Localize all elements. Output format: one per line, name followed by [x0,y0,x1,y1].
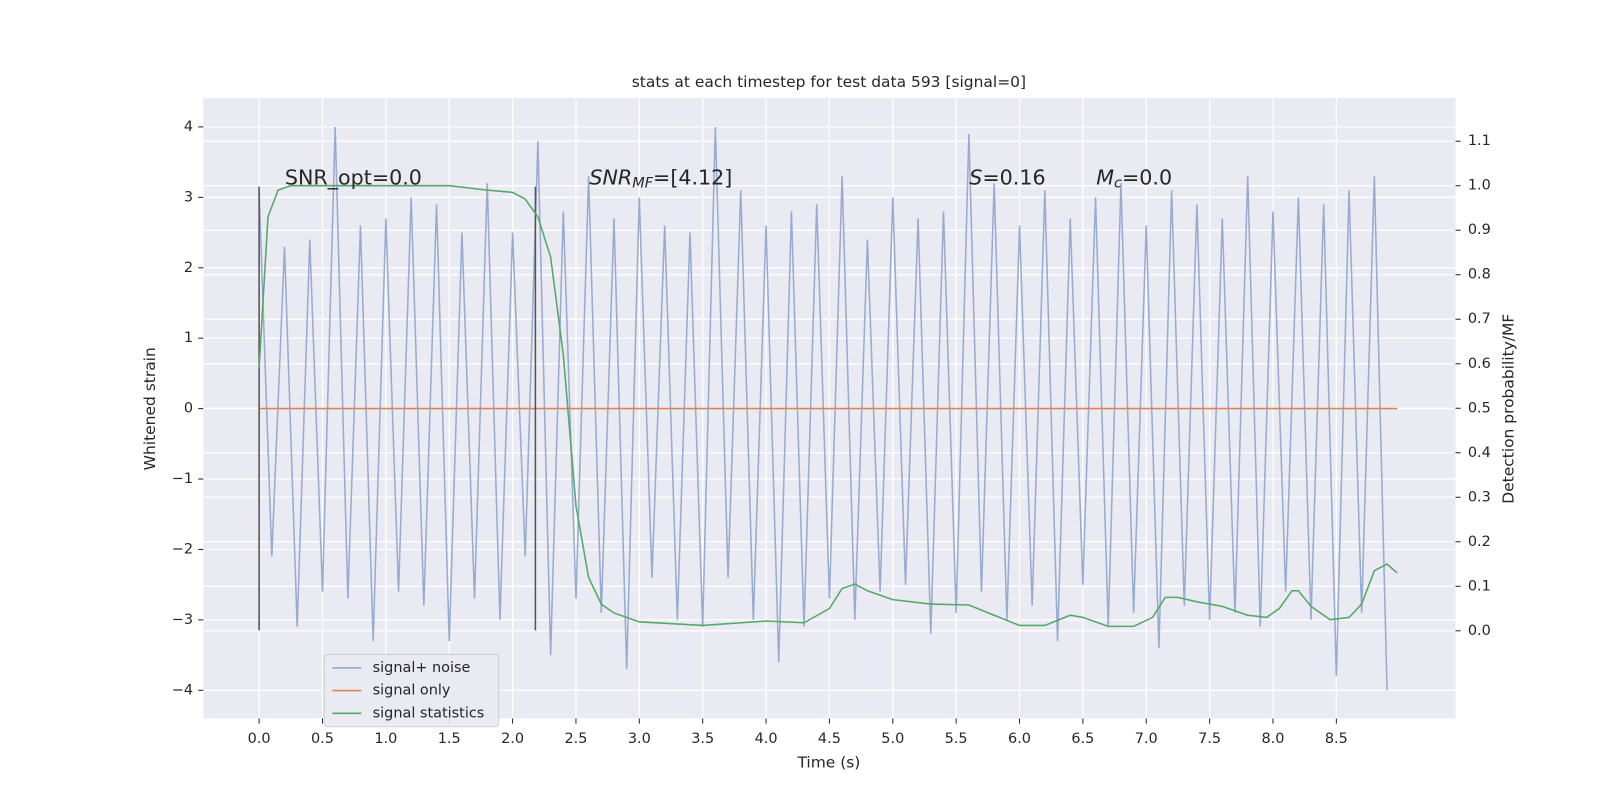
y-tick-label: −2 [172,541,193,557]
series-line [258,126,1388,691]
annotation: Mc=0.0 [1096,166,1172,192]
x-axis-label: Time (s) [796,753,860,771]
chart-title: stats at each timestep for test data 593… [632,73,1026,91]
x-tick-label: 8.5 [1325,731,1348,747]
annotation-subscript: MF [632,176,653,192]
y2-tick-label: 0.7 [1468,311,1491,327]
x-tick-label: 4.5 [818,731,841,747]
y-tick-label: 1 [184,330,193,346]
annotation-symbol: SNR [589,166,632,190]
x-tick-label: 3.0 [628,731,651,747]
y-tick-label: 0 [184,401,193,417]
annotation-value: =0.0 [1122,166,1172,190]
y2-tick-label: 0.1 [1468,578,1491,594]
y2-tick-label: 0.3 [1468,489,1491,505]
x-tick-label: 1.5 [438,731,461,747]
y-tick-label: 3 [184,189,193,205]
annotation: S=0.16 [969,166,1045,190]
x-tick-label: 7.5 [1198,731,1221,747]
y-tick-label: −4 [172,682,193,698]
x-tick-label: 7.0 [1135,731,1158,747]
y2-tick-label: 1.0 [1468,178,1491,194]
annotation-symbol: S [969,166,982,190]
annotation-symbol: M [1096,166,1114,190]
annotation-value: =0.16 [982,166,1045,190]
legend-label: signal statistics [373,705,485,721]
x-tick-label: 0.5 [311,731,334,747]
y2-tick-label: 1.1 [1468,133,1491,149]
y2-axis-label: Detection probability/MF [1500,314,1518,504]
x-tick-label: 0.0 [248,731,271,747]
annotation-value: =[4.12] [653,166,732,190]
y2-tick-label: 0.4 [1468,445,1491,461]
annotation-subscript: c [1114,176,1122,192]
y2-tick-label: 0.6 [1468,356,1491,372]
y-tick-label: −1 [172,471,193,487]
series-line [258,184,1398,628]
y2-tick-label: 0.8 [1468,267,1491,283]
y-axis-label: Whitened strain [141,347,159,470]
x-tick-label: 3.5 [691,731,714,747]
x-tick-label: 2.5 [564,731,587,747]
y2-tick-label: 0.2 [1468,534,1491,550]
y2-tick-label: 0.5 [1468,400,1491,416]
legend-label: signal+ noise [373,660,471,676]
y-tick-label: 4 [184,119,193,135]
x-tick-label: 5.5 [945,731,968,747]
x-tick-label: 6.5 [1071,731,1094,747]
x-tick-label: 4.0 [755,731,778,747]
x-tick-label: 1.0 [374,731,397,747]
y-tick-label: −3 [172,612,193,628]
x-tick-label: 8.0 [1262,731,1285,747]
x-tick-label: 6.0 [1008,731,1031,747]
annotation-text: SNR_opt=0.0 [285,166,422,190]
legend-box [323,653,500,728]
legend-label: signal only [373,683,451,699]
annotation: SNRMF=[4.12] [589,166,732,192]
y-tick-label: 2 [184,260,193,276]
y2-tick-label: 0.9 [1468,222,1491,238]
y2-tick-label: 0.0 [1468,623,1491,639]
x-tick-label: 5.0 [881,731,904,747]
annotation: SNR_opt=0.0 [285,166,422,190]
x-tick-label: 2.0 [501,731,524,747]
